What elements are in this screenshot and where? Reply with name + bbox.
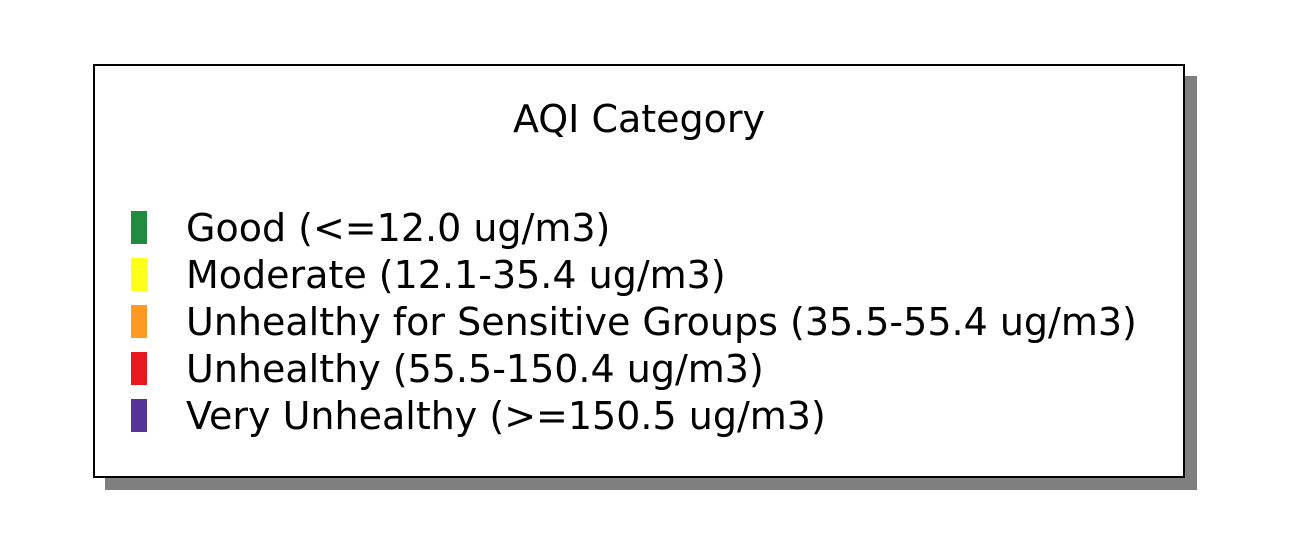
legend-item-very-unhealthy: Very Unhealthy (>=150.5 ug/m3) bbox=[131, 392, 1137, 439]
very-unhealthy-color-swatch bbox=[131, 399, 147, 432]
legend-item-unhealthy: Unhealthy (55.5-150.4 ug/m3) bbox=[131, 345, 1137, 392]
good-color-swatch bbox=[131, 211, 147, 244]
legend-item-moderate: Moderate (12.1-35.4 ug/m3) bbox=[131, 251, 1137, 298]
legend-title: AQI Category bbox=[512, 97, 766, 141]
legend-item-label: Unhealthy for Sensitive Groups (35.5-55.… bbox=[186, 299, 1137, 344]
unhealthy-sensitive-color-swatch bbox=[131, 305, 147, 338]
legend-list: Good (<=12.0 ug/m3) Moderate (12.1-35.4 … bbox=[131, 204, 1137, 439]
legend-item-label: Good (<=12.0 ug/m3) bbox=[186, 205, 611, 250]
moderate-color-swatch bbox=[131, 258, 147, 291]
legend-item-label: Moderate (12.1-35.4 ug/m3) bbox=[186, 252, 726, 297]
aqi-legend: AQI Category Good (<=12.0 ug/m3) Moderat… bbox=[93, 64, 1185, 478]
legend-item-unhealthy-sensitive: Unhealthy for Sensitive Groups (35.5-55.… bbox=[131, 298, 1137, 345]
legend-item-label: Very Unhealthy (>=150.5 ug/m3) bbox=[186, 393, 826, 438]
legend-item-good: Good (<=12.0 ug/m3) bbox=[131, 204, 1137, 251]
unhealthy-color-swatch bbox=[131, 352, 147, 385]
legend-item-label: Unhealthy (55.5-150.4 ug/m3) bbox=[186, 346, 764, 391]
